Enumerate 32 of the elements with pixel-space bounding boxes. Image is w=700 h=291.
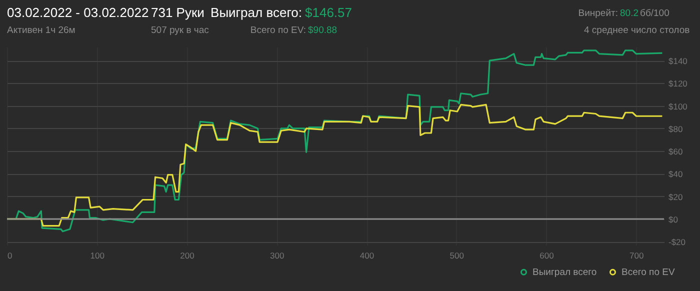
y-tick-label: $0 xyxy=(668,214,678,224)
text: 731 Руки xyxy=(151,5,204,20)
x-tick-label: 100 xyxy=(90,250,105,260)
chart-subtitle: Активен 1ч 26м xyxy=(7,25,76,36)
x-tick-label: 400 xyxy=(360,250,374,260)
x-tick-label: 500 xyxy=(450,250,464,260)
y-tick-label: $60 xyxy=(668,146,683,157)
y-tick-label: $120 xyxy=(668,78,688,89)
text: Выиграл всего: xyxy=(210,5,302,20)
text: Винрейт: xyxy=(578,8,618,19)
x-tick-label: 700 xyxy=(630,250,644,260)
text: 80.2 xyxy=(620,8,638,19)
chart-title: 03.02.2022 - 03.02.2022 xyxy=(7,5,149,20)
y-tick-label: $140 xyxy=(668,56,688,66)
y-tick-label: -$20 xyxy=(668,237,686,248)
legend-label: Выиграл всего xyxy=(532,267,597,278)
legend-label: Всего по EV xyxy=(622,267,676,278)
x-tick-label: 200 xyxy=(180,250,195,260)
line-series xyxy=(6,104,663,227)
x-tick-label: 300 xyxy=(270,250,284,260)
text: Всего по EV: xyxy=(250,25,306,36)
x-tick-label: 0 xyxy=(8,250,12,260)
text: 4 среднее число столов xyxy=(584,25,690,36)
y-tick-label: $80 xyxy=(668,124,683,134)
y-tick-label: $20 xyxy=(668,192,683,202)
text: $146.57 xyxy=(305,5,352,20)
text: $90.88 xyxy=(308,25,338,36)
text: 507 рук в час xyxy=(151,25,210,36)
y-tick-label: $40 xyxy=(668,169,683,180)
x-tick-label: 600 xyxy=(540,250,554,260)
text: бб/100 xyxy=(640,8,670,19)
y-tick-label: $100 xyxy=(668,101,688,112)
